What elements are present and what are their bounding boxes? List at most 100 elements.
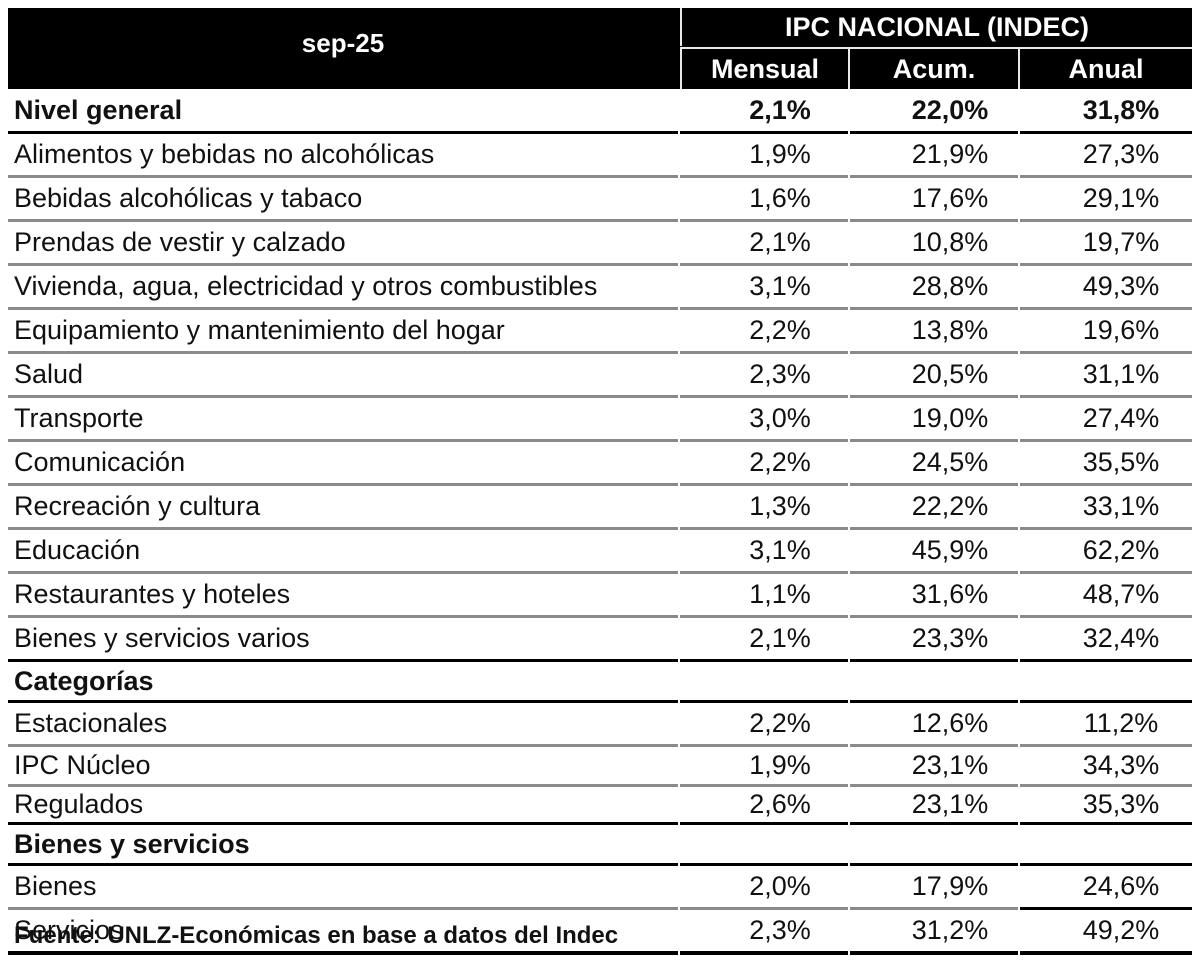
table-row: IPC Núcleo 1,9% 23,1% 34,3%: [8, 747, 1192, 784]
cell-mensual: 2,2%: [749, 315, 811, 345]
cell-acum: 17,9%: [911, 871, 989, 901]
row-label: Alimentos y bebidas no alcohólicas: [14, 139, 435, 169]
table-row: Transporte 3,0% 19,0% 27,4%: [8, 398, 1192, 439]
cell-mensual: 1,9%: [749, 139, 811, 169]
table-row: Recreación y cultura 1,3% 22,2% 33,1%: [8, 486, 1192, 527]
divider: [8, 527, 1192, 530]
row-label: Transporte: [14, 403, 144, 433]
cell-anual: 33,1%: [1082, 491, 1160, 521]
cell-acum: 23,3%: [911, 623, 989, 653]
table-row-nivel-general: Nivel general 2,1% 22,0% 31,8%: [8, 89, 1192, 131]
row-label: Bienes: [14, 871, 97, 901]
table-row: Comunicación 2,2% 24,5% 35,5%: [8, 442, 1192, 483]
column-header-anual: Anual: [1068, 53, 1144, 84]
divider: [8, 863, 1192, 866]
group-title: IPC NACIONAL (INDEC): [680, 8, 1192, 46]
table-row: Equipamiento y mantenimiento del hogar 2…: [8, 310, 1192, 351]
divider: [8, 700, 1192, 703]
cell-acum: 10,8%: [911, 227, 989, 257]
cell-anual: 35,3%: [1082, 789, 1160, 819]
table-row: Alimentos y bebidas no alcohólicas 1,9% …: [8, 134, 1192, 175]
cell-anual: 24,6%: [1082, 871, 1160, 901]
cell-acum: 24,5%: [911, 447, 989, 477]
cell-acum: 22,0%: [911, 94, 989, 125]
cell-mensual: 1,3%: [749, 491, 811, 521]
row-label: Servicios: [14, 915, 124, 945]
row-label: Bebidas alcohólicas y tabaco: [14, 183, 363, 213]
divider: [8, 175, 1192, 178]
cell-mensual: 2,0%: [749, 871, 811, 901]
cell-mensual: 1,1%: [749, 579, 811, 609]
cell-anual: 49,2%: [1082, 915, 1160, 945]
table-row: Bebidas alcohólicas y tabaco 1,6% 17,6% …: [8, 178, 1192, 219]
cell-anual: 62,2%: [1082, 535, 1160, 565]
cell-mensual: 2,2%: [749, 708, 811, 738]
source-note: Fuente: UNLZ-Económicas en base a datos …: [14, 922, 619, 949]
ipc-table: sep-25 IPC NACIONAL (INDEC) Mensual Acum…: [8, 8, 1192, 955]
cell-anual: 27,3%: [1082, 139, 1160, 169]
cell-anual: 29,1%: [1082, 183, 1160, 213]
table-row: Vivienda, agua, electricidad y otros com…: [8, 266, 1192, 307]
period-label: sep-25: [301, 28, 385, 58]
row-label: Vivienda, agua, electricidad y otros com…: [14, 271, 598, 301]
row-label: IPC Núcleo: [14, 750, 151, 780]
divider: [8, 483, 1192, 486]
column-headers: Mensual Acum. Anual: [680, 47, 1192, 89]
cell-anual: 32,4%: [1082, 623, 1160, 653]
cell-anual: 35,5%: [1082, 447, 1160, 477]
row-label: Restaurantes y hoteles: [14, 579, 291, 609]
divider: [8, 571, 1192, 574]
row-label: Estacionales: [14, 708, 168, 738]
cell-mensual: 2,6%: [749, 789, 811, 819]
table-row: Restaurantes y hoteles 1,1% 31,6% 48,7%: [8, 574, 1192, 615]
cell-acum: 22,2%: [911, 491, 989, 521]
table-row: Bienes y servicios varios 2,1% 23,3% 32,…: [8, 618, 1192, 659]
divider: [8, 659, 1192, 662]
cell-acum: 45,9%: [911, 535, 989, 565]
cell-acum: 31,6%: [911, 579, 989, 609]
table-row: Educación 3,1% 45,9% 62,2%: [8, 530, 1192, 571]
cell-acum: 17,6%: [911, 183, 989, 213]
section-header-categorias: Categorías: [8, 662, 1192, 700]
divider: [8, 784, 1192, 787]
table-row: Salud 2,3% 20,5% 31,1%: [8, 354, 1192, 395]
cell-anual: 49,3%: [1082, 271, 1160, 301]
cell-acum: 21,9%: [911, 139, 989, 169]
row-label: Prendas de vestir y calzado: [14, 227, 346, 257]
divider: [8, 907, 1192, 910]
table-header: sep-25 IPC NACIONAL (INDEC) Mensual Acum…: [8, 8, 1192, 89]
cell-mensual: 3,1%: [749, 271, 811, 301]
cell-mensual: 2,2%: [749, 447, 811, 477]
cell-acum: 31,2%: [911, 915, 989, 945]
cell-anual: 27,4%: [1082, 403, 1160, 433]
cell-acum: 23,1%: [911, 789, 989, 819]
cell-anual: 48,7%: [1082, 579, 1160, 609]
divider: [8, 263, 1192, 266]
section-title: Bienes y servicios: [14, 828, 250, 859]
cell-anual: 19,6%: [1082, 315, 1160, 345]
table-row: Regulados 2,6% 23,1% 35,3%: [8, 787, 1192, 822]
divider: [8, 219, 1192, 222]
divider: [8, 307, 1192, 310]
row-label: Educación: [14, 535, 141, 565]
cell-mensual: 2,3%: [749, 359, 811, 389]
divider: [8, 351, 1192, 354]
row-label: Nivel general: [14, 94, 183, 125]
cell-mensual: 2,1%: [749, 227, 811, 257]
section-title: Categorías: [14, 665, 154, 696]
row-label: Comunicación: [14, 447, 186, 477]
cell-anual: 19,7%: [1082, 227, 1160, 257]
cell-mensual: 2,1%: [749, 94, 811, 125]
cell-mensual: 2,1%: [749, 623, 811, 653]
cell-anual: 11,2%: [1083, 708, 1159, 738]
divider: [8, 131, 1192, 134]
cell-acum: 12,6%: [911, 708, 989, 738]
divider: [8, 615, 1192, 618]
cell-anual: 31,8%: [1082, 94, 1160, 125]
cell-acum: 28,8%: [911, 271, 989, 301]
table-row: Servicios 2,3% 31,2% 49,2%: [8, 910, 1192, 951]
cell-mensual: 1,6%: [749, 183, 811, 213]
row-label: Equipamiento y mantenimiento del hogar: [14, 315, 505, 345]
section-header-bienes-servicios: Bienes y servicios: [8, 825, 1192, 863]
cell-mensual: 3,0%: [749, 403, 811, 433]
